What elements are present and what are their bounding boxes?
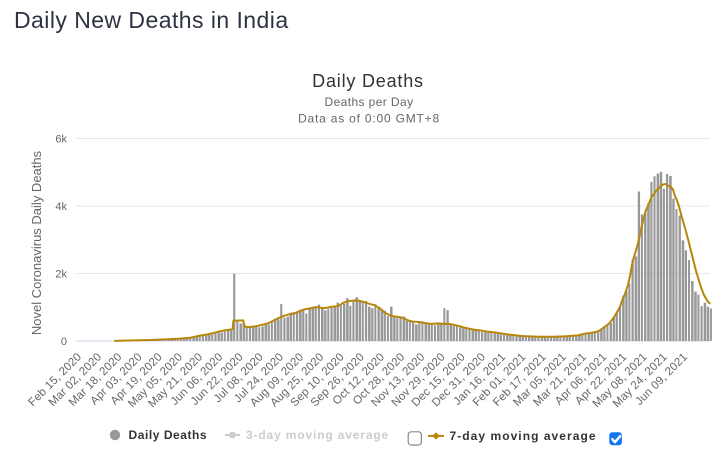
svg-text:Deaths per Day: Deaths per Day xyxy=(325,95,414,109)
svg-text:6k: 6k xyxy=(55,134,67,146)
svg-text:Daily Deaths: Daily Deaths xyxy=(129,428,208,442)
svg-text:Daily Deaths: Daily Deaths xyxy=(312,71,424,91)
svg-text:2k: 2k xyxy=(55,269,67,281)
svg-text:0: 0 xyxy=(61,336,67,348)
svg-text:3-day moving average: 3-day moving average xyxy=(246,428,389,442)
svg-text:7-day moving average: 7-day moving average xyxy=(450,429,597,443)
svg-text:4k: 4k xyxy=(55,201,67,213)
svg-text:Novel Coronavirus Daily Deaths: Novel Coronavirus Daily Deaths xyxy=(29,150,44,335)
svg-text:Data as of 0:00 GMT+8: Data as of 0:00 GMT+8 xyxy=(298,112,440,126)
